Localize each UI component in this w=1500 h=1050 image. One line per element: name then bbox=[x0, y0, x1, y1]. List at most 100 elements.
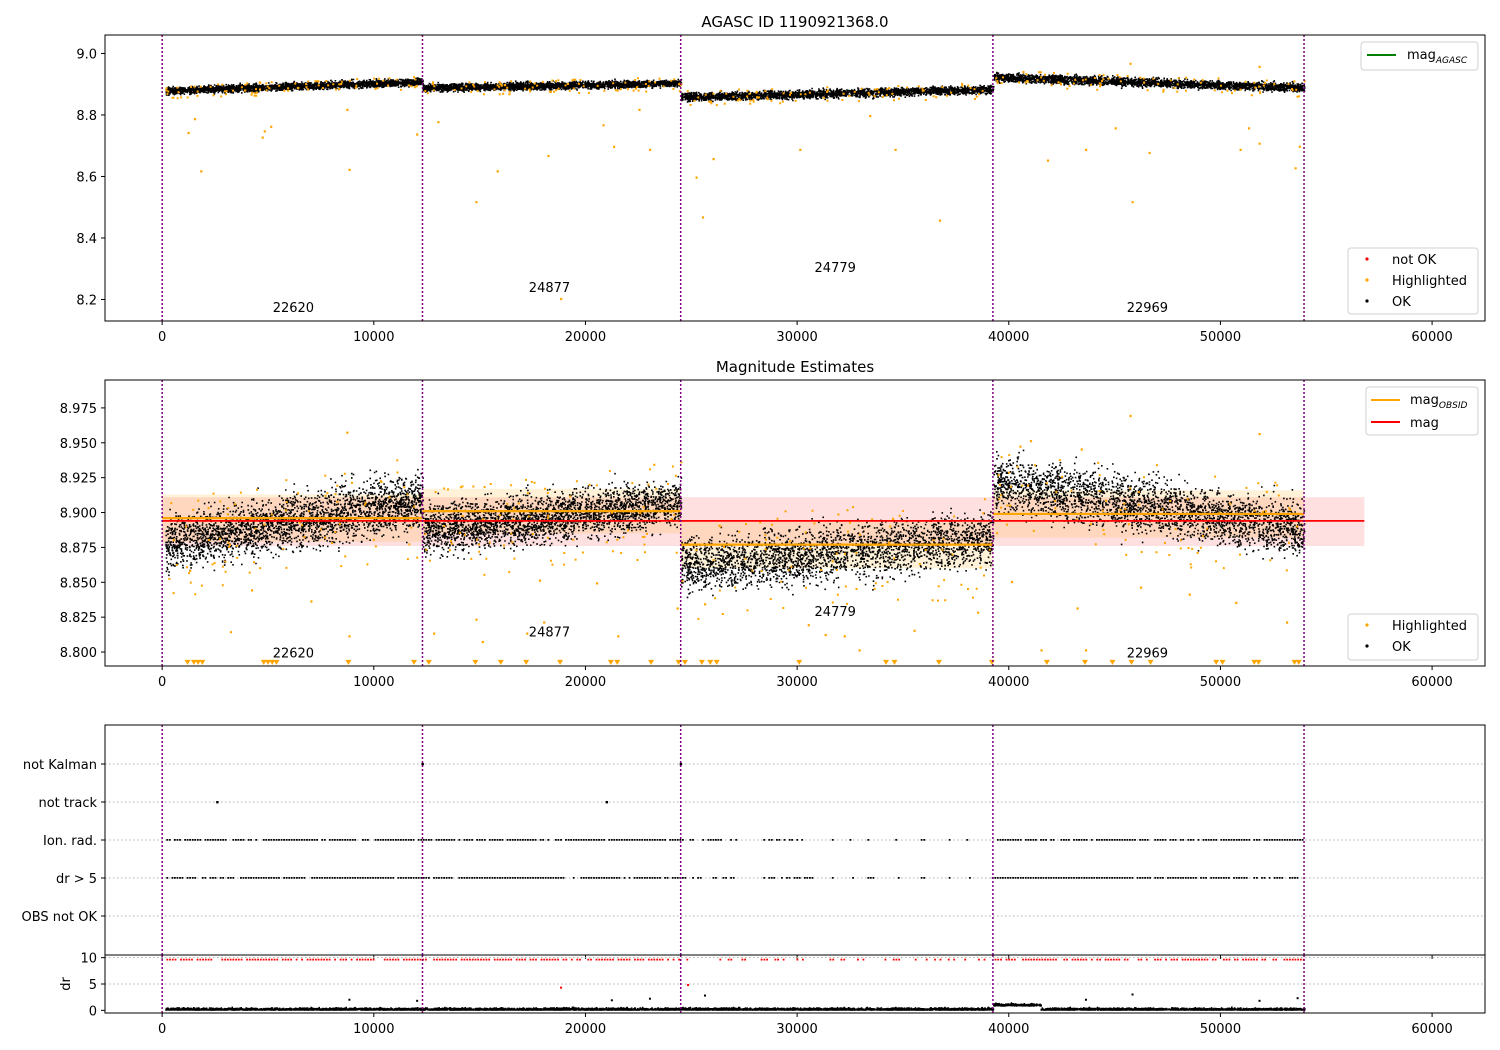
y-tick-label: 8.975 bbox=[60, 402, 97, 417]
x-tick-label: 40000 bbox=[988, 1022, 1029, 1037]
panel-3-axes: not Kalman not track Ion. rad. dr > 5 OBS no… bbox=[22, 758, 1433, 959]
panel-1-legend-upper: magAGASC bbox=[1360, 41, 1479, 71]
panel-1-legend-lower: not OK Highlighted OK bbox=[1347, 247, 1479, 315]
legend-mag-agasc-label: magAGASC bbox=[1407, 48, 1468, 66]
x-tick-label: 10000 bbox=[353, 330, 394, 345]
dr-outlier bbox=[560, 986, 563, 989]
below-range-marker bbox=[1213, 659, 1220, 665]
legend-ok-marker bbox=[1365, 644, 1369, 648]
legend-highlighted-marker bbox=[1365, 623, 1369, 627]
below-range-marker bbox=[497, 659, 504, 665]
x-tick-label: 0 bbox=[158, 1022, 166, 1037]
obsid-label: 24877 bbox=[529, 281, 570, 296]
dr-outlier bbox=[648, 997, 651, 1000]
below-range-marker bbox=[260, 659, 267, 665]
y-tick-label: OBS not OK bbox=[22, 910, 98, 925]
below-range-marker bbox=[523, 659, 530, 665]
panel-3-plot-area bbox=[105, 725, 1485, 955]
legend-not-ok-marker bbox=[1365, 257, 1369, 261]
x-tick-label: 60000 bbox=[1411, 1022, 1452, 1037]
y-tick-label: 8.950 bbox=[60, 437, 97, 452]
below-range-marker bbox=[1147, 659, 1154, 665]
dr-axis-label: dr bbox=[59, 977, 74, 991]
x-tick-label: 50000 bbox=[1200, 1022, 1241, 1037]
highlighted-points bbox=[165, 62, 1306, 301]
panel-1-frame bbox=[104, 34, 1486, 322]
below-range-marker bbox=[411, 659, 418, 665]
below-range-marker bbox=[425, 659, 432, 665]
y-tick-label: 8.2 bbox=[76, 293, 97, 308]
dr-outlier bbox=[610, 999, 613, 1002]
dr-outlier bbox=[1131, 993, 1134, 996]
y-tick-label: dr > 5 bbox=[56, 872, 97, 887]
panel-magnitude-estimates: Magnitude Estimates 22620 24877 24779 22969… bbox=[60, 358, 1486, 690]
x-tick-label: 60000 bbox=[1411, 330, 1452, 345]
below-range-marker bbox=[796, 659, 803, 665]
y-tick-label: 10 bbox=[80, 952, 97, 967]
x-tick-label: 20000 bbox=[565, 330, 606, 345]
y-tick-label: Ion. rad. bbox=[43, 834, 97, 849]
obsid-label: 22620 bbox=[273, 301, 314, 316]
obsid-label: 24877 bbox=[529, 626, 570, 641]
below-range-marker bbox=[1109, 659, 1116, 665]
x-tick-label: 10000 bbox=[353, 675, 394, 690]
below-range-marker bbox=[273, 659, 280, 665]
x-tick-label: 20000 bbox=[565, 1022, 606, 1037]
panel-agasc-magnitude: AGASC ID 1190921368.0 22620 24877 24779 229… bbox=[76, 13, 1486, 345]
y-tick-label: not Kalman bbox=[23, 758, 97, 773]
below-range-marker bbox=[607, 659, 614, 665]
below-range-marker bbox=[1219, 659, 1226, 665]
x-tick-label: 10000 bbox=[353, 1022, 394, 1037]
y-tick-label: 8.8 bbox=[76, 109, 97, 124]
y-tick-label: 8.800 bbox=[60, 646, 97, 661]
dr-outlier bbox=[348, 998, 351, 1001]
legend-box bbox=[1360, 41, 1479, 71]
flag-points bbox=[166, 877, 1299, 879]
obsid-label: 22969 bbox=[1127, 647, 1168, 662]
y-tick-label: 8.6 bbox=[76, 170, 97, 185]
dr-outlier bbox=[1084, 998, 1087, 1001]
y-tick-label: 0 bbox=[89, 1004, 97, 1019]
dr-outlier bbox=[1296, 997, 1299, 1000]
dr-outlier bbox=[703, 994, 706, 997]
x-tick-label: 30000 bbox=[776, 330, 817, 345]
panel-dr: 0 10000 20000 30000 40000 50000 60000 0 5 10 dr bbox=[59, 952, 1486, 1037]
x-tick-label: 50000 bbox=[1200, 675, 1241, 690]
legend-highlighted-marker bbox=[1365, 278, 1369, 282]
dr-outlier bbox=[687, 984, 690, 986]
y-tick-label: 8.4 bbox=[76, 232, 97, 247]
legend-ok-label: OK bbox=[1392, 640, 1411, 655]
below-range-marker bbox=[557, 659, 564, 665]
below-range-marker bbox=[1291, 659, 1298, 665]
below-range-marker bbox=[648, 659, 655, 665]
y-tick-label: 9.0 bbox=[76, 47, 97, 62]
x-tick-label: 40000 bbox=[988, 675, 1029, 690]
below-range-marker bbox=[681, 659, 688, 665]
below-range-marker bbox=[1295, 659, 1302, 665]
below-range-marker bbox=[1043, 659, 1050, 665]
panel-2-axes: 0 10000 20000 30000 40000 50000 60000 8.800 8.82… bbox=[60, 402, 1453, 690]
flag-point bbox=[605, 801, 609, 804]
x-tick-label: 20000 bbox=[565, 675, 606, 690]
legend-mag-label: mag bbox=[1410, 416, 1439, 431]
below-range-marker bbox=[883, 659, 890, 665]
y-tick-label: 8.825 bbox=[60, 611, 97, 626]
below-range-marker bbox=[190, 659, 197, 665]
below-range-marker bbox=[472, 659, 479, 665]
dr-outlier bbox=[416, 999, 419, 1002]
obsid-label: 22620 bbox=[273, 647, 314, 662]
below-range-marker bbox=[1255, 659, 1262, 665]
below-range-marker bbox=[269, 659, 276, 665]
flag-point bbox=[216, 801, 219, 804]
below-range-marker bbox=[1081, 659, 1088, 665]
x-tick-label: 0 bbox=[158, 330, 166, 345]
x-tick-label: 0 bbox=[158, 675, 166, 690]
y-tick-label: 5 bbox=[89, 978, 97, 993]
x-tick-label: 30000 bbox=[776, 675, 817, 690]
below-range-marker bbox=[707, 659, 714, 665]
below-range-marker bbox=[195, 659, 202, 665]
dr-not-ok-points bbox=[166, 958, 1305, 961]
below-range-marker bbox=[614, 659, 621, 665]
ok-points bbox=[165, 71, 1306, 103]
